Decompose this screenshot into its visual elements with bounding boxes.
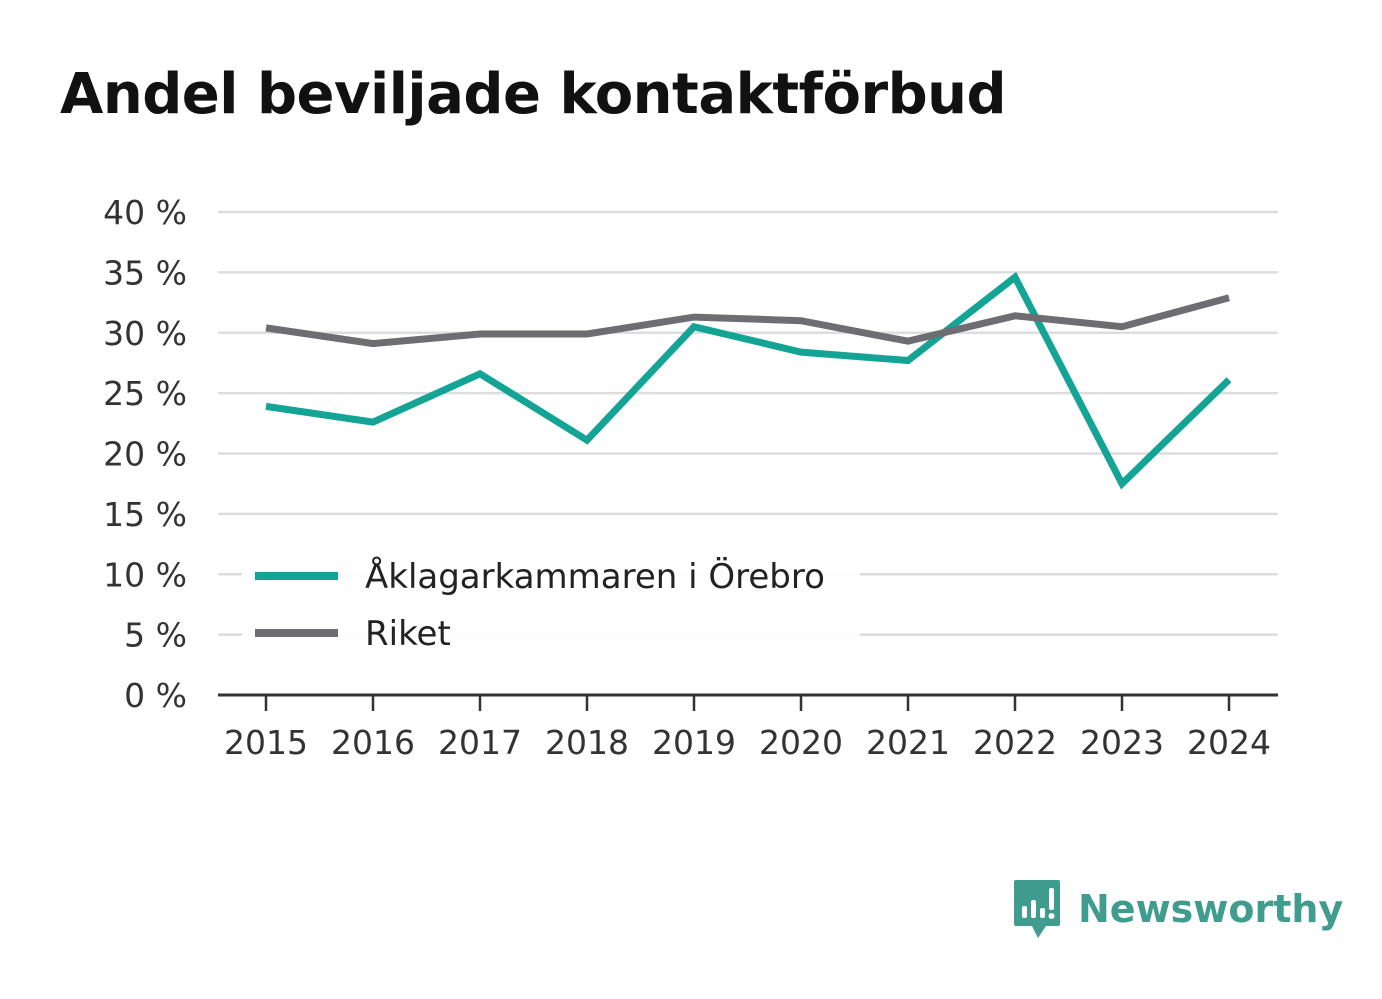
logo-bar-2 [1031,900,1036,918]
y-tick-label: 10 % [103,555,187,594]
x-tick-label: 2018 [545,723,629,762]
brand-name: Newsworthy [1078,887,1344,931]
y-axis-tick-labels: 0 % 5 % 10 % 15 % 20 % 25 % 30 % 35 % 40 % [103,193,187,715]
series-line-aklagarkammaren [265,271,1232,490]
y-tick-label: 5 % [124,616,187,655]
x-tick-label: 2024 [1187,723,1271,762]
series-lines [265,271,1232,490]
series-line-riket [265,294,1230,348]
x-tick-label: 2020 [759,723,843,762]
logo-dot [1048,913,1055,919]
legend: Åklagarkammaren i Örebro Riket [242,544,860,664]
logo-bar-3 [1040,908,1045,918]
chart-title: Andel beviljade kontaktförbud [60,62,1007,127]
x-tick-label: 2015 [224,723,308,762]
legend-label: Riket [365,614,451,654]
logo-bar-4 [1049,888,1054,910]
y-tick-label: 30 % [103,314,187,353]
legend-label: Åklagarkammaren i Örebro [365,556,825,597]
y-tick-label: 40 % [103,193,187,232]
x-tick-label: 2019 [652,723,736,762]
y-tick-label: 0 % [124,676,187,715]
x-tick-label: 2021 [866,723,950,762]
legend-background [242,544,860,664]
speech-bubble-shape [1014,880,1060,938]
x-tick-label: 2023 [1080,723,1164,762]
newsworthy-logo: Newsworthy [1012,878,1343,940]
y-tick-label: 35 % [103,253,187,292]
x-axis: 2015 2016 2017 2018 2019 2020 2021 2022 2023 2024 [218,693,1278,762]
x-tick-label: 2016 [331,723,415,762]
y-tick-label: 20 % [103,435,187,474]
x-tick-label: 2022 [973,723,1057,762]
logo-bar-1 [1022,906,1027,918]
y-tick-label: 15 % [103,495,187,534]
newsworthy-logo-icon [1014,880,1060,938]
y-tick-label: 25 % [103,374,187,413]
x-tick-label: 2017 [438,723,522,762]
